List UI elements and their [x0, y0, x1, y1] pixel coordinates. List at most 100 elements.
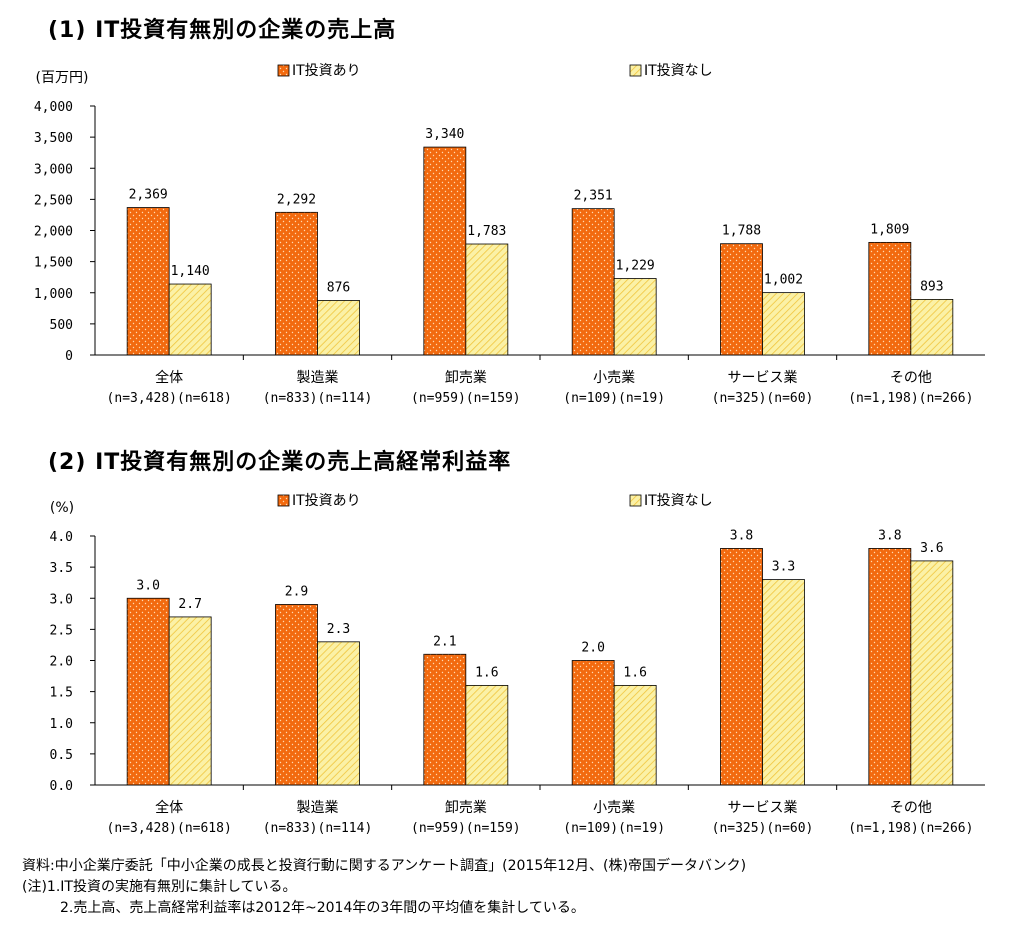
category-label: サービス業: [728, 800, 798, 816]
category-label: その他: [890, 800, 932, 816]
bar-value-label: 893: [920, 279, 943, 294]
y-tick-label: 2,000: [34, 225, 73, 240]
y-tick-label: 4,000: [34, 100, 73, 115]
y-unit-label: (百万円): [36, 70, 89, 86]
bar-2: [910, 299, 954, 356]
category-label: 製造業: [297, 800, 339, 816]
y-tick-label: 2,500: [34, 193, 73, 208]
y-tick-label: 3,500: [34, 131, 73, 146]
bar-2: [762, 579, 805, 786]
legend-swatch-1: [277, 494, 290, 507]
category-label: その他: [890, 370, 932, 386]
legend-swatch-1: [277, 64, 290, 77]
category-sample-size: (n=325)(n=60): [712, 391, 814, 406]
bar-value-label: 1,002: [764, 273, 803, 288]
bar-value-label: 2.9: [285, 584, 308, 599]
category-label: 全体: [155, 799, 183, 816]
bar-value-label: 3.8: [730, 528, 753, 543]
bar-2: [910, 560, 954, 786]
y-tick-label: 1,500: [34, 256, 73, 271]
legend-label-1: IT投資あり: [292, 63, 361, 79]
y-tick-label: 3.0: [50, 592, 73, 607]
bar-value-label: 1,809: [870, 222, 909, 237]
y-tick-label: 0.0: [50, 779, 73, 794]
category-sample-size: (n=1,198)(n=266): [848, 391, 973, 406]
bar-value-label: 2,292: [277, 192, 316, 207]
bar-2: [168, 616, 212, 786]
chart-1-title: (1) IT投資有無別の企業の売上高: [48, 18, 397, 43]
bar-2: [465, 684, 509, 786]
category-label: 卸売業: [445, 800, 487, 816]
bar-value-label: 1,783: [467, 224, 506, 239]
bar-value-label: 2,351: [574, 189, 613, 204]
legend-swatch-2: [629, 494, 642, 507]
y-tick-label: 2.0: [50, 655, 73, 670]
bar-2: [613, 684, 657, 786]
bar-value-label: 1,788: [722, 224, 761, 239]
bar-1: [571, 208, 615, 356]
category-sample-size: (n=833)(n=114): [263, 391, 373, 406]
bar-value-label: 3,340: [425, 127, 464, 142]
y-tick-label: 0.5: [50, 748, 73, 763]
chart-2-title: (2) IT投資有無別の企業の売上高経常利益率: [48, 450, 512, 475]
bar-1: [275, 604, 318, 786]
category-label: 卸売業: [445, 370, 487, 386]
category-sample-size: (n=3,428)(n=618): [107, 391, 232, 406]
source-note: 資料:中小企業庁委託「中小企業の成長と投資行動に関するアンケート調査」(2015…: [22, 858, 747, 874]
bar-1: [126, 597, 170, 786]
bar-2: [613, 278, 657, 356]
y-tick-label: 1,000: [34, 287, 73, 302]
bar-value-label: 1.6: [475, 665, 498, 680]
y-tick-label: 1.5: [50, 686, 73, 701]
bar-value-label: 2.1: [433, 634, 456, 649]
bar-value-label: 1.6: [623, 665, 646, 680]
y-tick-label: 0: [65, 349, 73, 364]
legend-label-1: IT投資あり: [292, 493, 361, 509]
legend-label-2: IT投資なし: [644, 63, 713, 79]
bar-1: [423, 653, 467, 786]
bar-2: [168, 283, 212, 356]
bar-2: [465, 243, 509, 356]
bar-value-label: 1,229: [616, 258, 655, 273]
bar-value-label: 876: [327, 280, 350, 295]
category-sample-size: (n=1,198)(n=266): [848, 821, 973, 836]
y-unit-label: (%): [50, 500, 74, 516]
bar-1: [868, 241, 912, 356]
bar-1: [126, 207, 170, 356]
note-1: (注)1.IT投資の実施有無別に集計している。: [22, 879, 297, 895]
legend-swatch-2: [629, 64, 642, 77]
note-2: 2.売上高、売上高経常利益率は2012年~2014年の3年間の平均値を集計してい…: [60, 900, 585, 916]
bar-value-label: 3.3: [772, 560, 795, 575]
bar-2: [317, 641, 360, 786]
bar-2: [317, 300, 360, 356]
bar-value-label: 2,369: [129, 188, 168, 203]
legend-label-2: IT投資なし: [644, 493, 713, 509]
category-sample-size: (n=959)(n=159): [411, 821, 521, 836]
bar-2: [762, 292, 805, 356]
category-sample-size: (n=109)(n=19): [563, 821, 665, 836]
bar-value-label: 3.8: [878, 528, 901, 543]
y-tick-label: 1.0: [50, 717, 73, 732]
bar-1: [275, 211, 318, 356]
bar-value-label: 2.7: [178, 597, 201, 612]
category-label: サービス業: [728, 370, 798, 386]
bar-1: [423, 146, 467, 356]
bar-value-label: 3.0: [136, 578, 159, 593]
category-sample-size: (n=3,428)(n=618): [107, 821, 232, 836]
y-tick-label: 2.5: [50, 623, 73, 638]
profit-ratio-bar-chart: (%) IT投資あり IT投資なし 0.0 0.5 1.0 1.5 2.0 2.5 3.0 3.5 4…: [50, 493, 985, 836]
category-label: 全体: [155, 369, 183, 386]
y-tick-label: 4.0: [50, 530, 73, 545]
bar-value-label: 2.0: [581, 641, 604, 656]
footnotes: 資料:中小企業庁委託「中小企業の成長と投資行動に関するアンケート調査」(2015…: [22, 856, 746, 919]
bar-value-label: 2.3: [327, 622, 350, 637]
y-tick-label: 500: [50, 318, 73, 333]
sales-bar-chart: (百万円) IT投資あり IT投資なし 0 500 1,000 1,500 2,000 2,50…: [34, 63, 985, 406]
category-label: 小売業: [593, 800, 635, 816]
category-sample-size: (n=959)(n=159): [411, 391, 521, 406]
bar-1: [571, 660, 615, 786]
bar-value-label: 3.6: [920, 541, 943, 556]
category-sample-size: (n=109)(n=19): [563, 391, 665, 406]
bar-1: [720, 548, 763, 786]
category-label: 製造業: [297, 370, 339, 386]
